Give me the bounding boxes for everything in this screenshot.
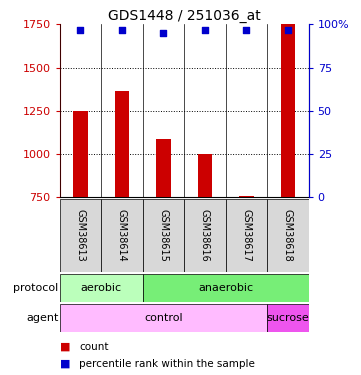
Bar	[226, 199, 267, 272]
Point	[119, 27, 125, 33]
Point	[160, 30, 166, 36]
Bar	[197, 154, 212, 197]
Text: GSM38617: GSM38617	[242, 209, 251, 262]
Bar	[280, 24, 295, 197]
Bar	[60, 274, 143, 302]
Bar	[267, 304, 309, 332]
Title: GDS1448 / 251036_at: GDS1448 / 251036_at	[108, 9, 261, 23]
Text: anaerobic: anaerobic	[198, 283, 253, 293]
Text: percentile rank within the sample: percentile rank within the sample	[79, 359, 255, 369]
Bar	[184, 199, 226, 272]
Text: ■: ■	[60, 359, 70, 369]
Bar	[114, 91, 129, 197]
Point	[77, 27, 83, 33]
Bar	[101, 199, 143, 272]
Text: sucrose: sucrose	[266, 313, 309, 323]
Text: agent: agent	[26, 313, 59, 323]
Bar	[143, 274, 309, 302]
Bar	[267, 199, 309, 272]
Text: ■: ■	[60, 342, 70, 352]
Text: count: count	[79, 342, 109, 352]
Text: aerobic: aerobic	[81, 283, 122, 293]
Bar	[156, 139, 171, 197]
Text: GSM38618: GSM38618	[283, 209, 293, 262]
Text: GSM38616: GSM38616	[200, 209, 210, 262]
Text: control: control	[144, 313, 183, 323]
Bar	[60, 199, 101, 272]
Text: GSM38614: GSM38614	[117, 209, 127, 262]
Text: protocol: protocol	[13, 283, 59, 293]
Bar	[73, 111, 88, 197]
Text: GSM38613: GSM38613	[75, 209, 85, 262]
Bar	[143, 199, 184, 272]
Point	[202, 27, 208, 33]
Bar	[60, 304, 267, 332]
Point	[243, 27, 249, 33]
Bar	[239, 196, 254, 197]
Text: GSM38615: GSM38615	[158, 209, 168, 262]
Point	[285, 27, 291, 33]
